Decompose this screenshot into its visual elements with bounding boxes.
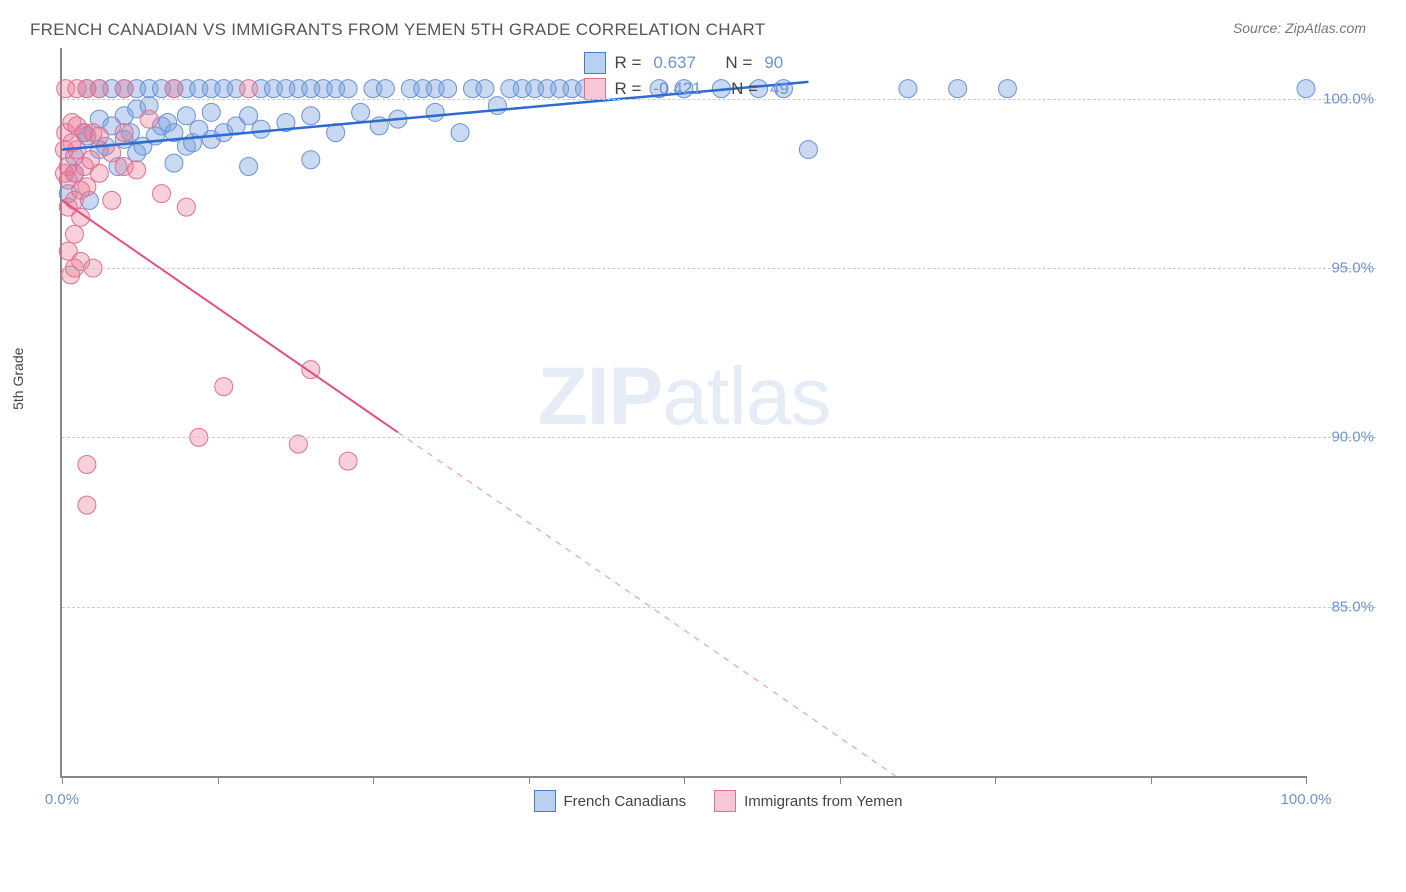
grid-line [62,437,1376,438]
data-point [140,110,158,128]
grid-line [62,99,1376,100]
y-axis-label: 5th Grade [10,348,26,410]
y-tick-label: 85.0% [1331,598,1374,615]
grid-line [62,268,1376,269]
data-point [240,80,258,98]
data-point [252,120,270,138]
data-point [302,151,320,169]
data-point [165,80,183,98]
data-point [90,164,108,182]
chart-title: FRENCH CANADIAN VS IMMIGRANTS FROM YEMEN… [30,20,765,40]
data-point [339,80,357,98]
x-tick [684,776,685,784]
legend-label: Immigrants from Yemen [744,793,902,810]
data-point [439,80,457,98]
plot-svg [62,48,1306,776]
data-point [115,80,133,98]
data-point [352,103,370,121]
x-tick [1306,776,1307,784]
data-point [240,158,258,176]
legend-swatch [534,790,556,812]
data-point [115,124,133,142]
trend-line [62,200,398,432]
x-tick [840,776,841,784]
x-tick [1151,776,1152,784]
n-label: N = [725,53,752,73]
y-tick-label: 100.0% [1323,90,1374,107]
data-point [426,103,444,121]
y-tick-label: 90.0% [1331,429,1374,446]
legend-swatch [584,52,606,74]
chart-container: 5th Grade ZIPatlas R = 0.637 N = 90R = -… [60,48,1376,818]
data-point [949,80,967,98]
n-label: N = [731,79,758,99]
data-point [215,378,233,396]
r-value: 0.637 [653,53,696,73]
legend-label: French Canadians [564,793,687,810]
data-point [1297,80,1315,98]
legend-item: Immigrants from Yemen [714,790,902,812]
data-point [165,154,183,172]
source-attribution: Source: ZipAtlas.com [1233,20,1366,36]
data-point [302,107,320,125]
grid-line [62,607,1376,608]
n-value: 49 [770,79,789,99]
data-point [202,103,220,121]
correlation-legend: R = 0.637 N = 90R = -0.421 N = 49 [584,50,792,102]
data-point [103,191,121,209]
data-point [339,452,357,470]
legend-swatch [714,790,736,812]
legend-swatch [584,78,606,100]
legend-stat-row: R = 0.637 N = 90 [584,50,792,76]
r-label: R = [614,53,641,73]
data-point [78,455,96,473]
r-value: -0.421 [653,79,701,99]
x-tick [373,776,374,784]
data-point [90,80,108,98]
series-legend: French Canadians Immigrants from Yemen [60,790,1376,812]
legend-item: French Canadians [534,790,687,812]
r-label: R = [614,79,641,99]
x-tick [529,776,530,784]
data-point [65,225,83,243]
x-tick [62,776,63,784]
data-point [153,185,171,203]
data-point [476,80,494,98]
data-point [998,80,1016,98]
trend-line-extrapolated [398,432,896,776]
x-tick [995,776,996,784]
data-point [90,127,108,145]
x-tick [218,776,219,784]
data-point [899,80,917,98]
data-point [177,198,195,216]
data-point [128,161,146,179]
plot-area: ZIPatlas R = 0.637 N = 90R = -0.421 N = … [60,48,1306,778]
data-point [376,80,394,98]
data-point [451,124,469,142]
data-point [78,496,96,514]
y-tick-label: 95.0% [1331,260,1374,277]
data-point [799,141,817,159]
n-value: 90 [764,53,783,73]
